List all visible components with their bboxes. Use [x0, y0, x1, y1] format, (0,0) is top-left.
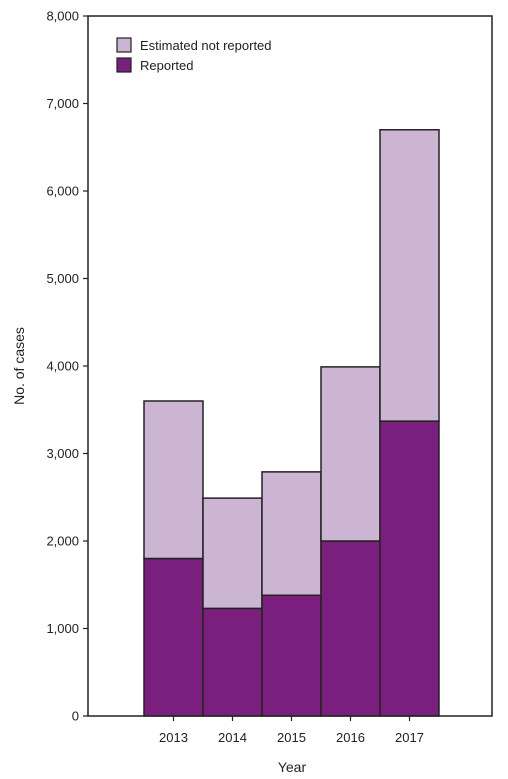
y-tick-label: 0 [72, 709, 79, 724]
x-tick-label: 2017 [395, 730, 424, 745]
x-axis: 2013 2014 2015 2016 2017 [159, 716, 424, 745]
legend-swatch-estimated-not-reported [116, 37, 132, 53]
legend-label-estimated-not-reported: Estimated not reported [140, 38, 272, 53]
legend-label-reported: Reported [140, 58, 193, 73]
bar-reported-2013 [143, 557, 204, 717]
y-axis-title: No. of cases [11, 327, 27, 405]
bar-estimated-not-reported-2017 [379, 129, 440, 422]
y-tick-label: 2,000 [46, 534, 79, 549]
bar-estimated-not-reported-2016 [320, 366, 381, 542]
y-axis: 0 1,000 2,000 3,000 4,000 5,000 6,000 7,000 8,00… [46, 9, 88, 724]
legend: Estimated not reported Reported [116, 37, 272, 73]
bar-estimated-not-reported-2015 [261, 471, 322, 596]
bars [143, 129, 440, 717]
bar-reported-2017 [379, 420, 440, 717]
y-tick-label: 6,000 [46, 184, 79, 199]
y-tick-label: 5,000 [46, 271, 79, 286]
x-tick-label: 2014 [218, 730, 247, 745]
x-tick-label: 2015 [277, 730, 306, 745]
bar-reported-2016 [320, 540, 381, 717]
x-axis-title: Year [278, 759, 307, 775]
y-tick-label: 3,000 [46, 446, 79, 461]
x-tick-label: 2013 [159, 730, 188, 745]
bar-reported-2014 [202, 607, 263, 717]
y-tick-label: 1,000 [46, 621, 79, 636]
y-tick-label: 7,000 [46, 96, 79, 111]
bar-estimated-not-reported-2013 [143, 400, 204, 560]
y-tick-label: 8,000 [46, 9, 79, 24]
bar-reported-2015 [261, 594, 322, 717]
x-tick-label: 2016 [336, 730, 365, 745]
legend-swatch-reported [116, 57, 132, 73]
y-tick-label: 4,000 [46, 359, 79, 374]
bar-estimated-not-reported-2014 [202, 497, 263, 610]
